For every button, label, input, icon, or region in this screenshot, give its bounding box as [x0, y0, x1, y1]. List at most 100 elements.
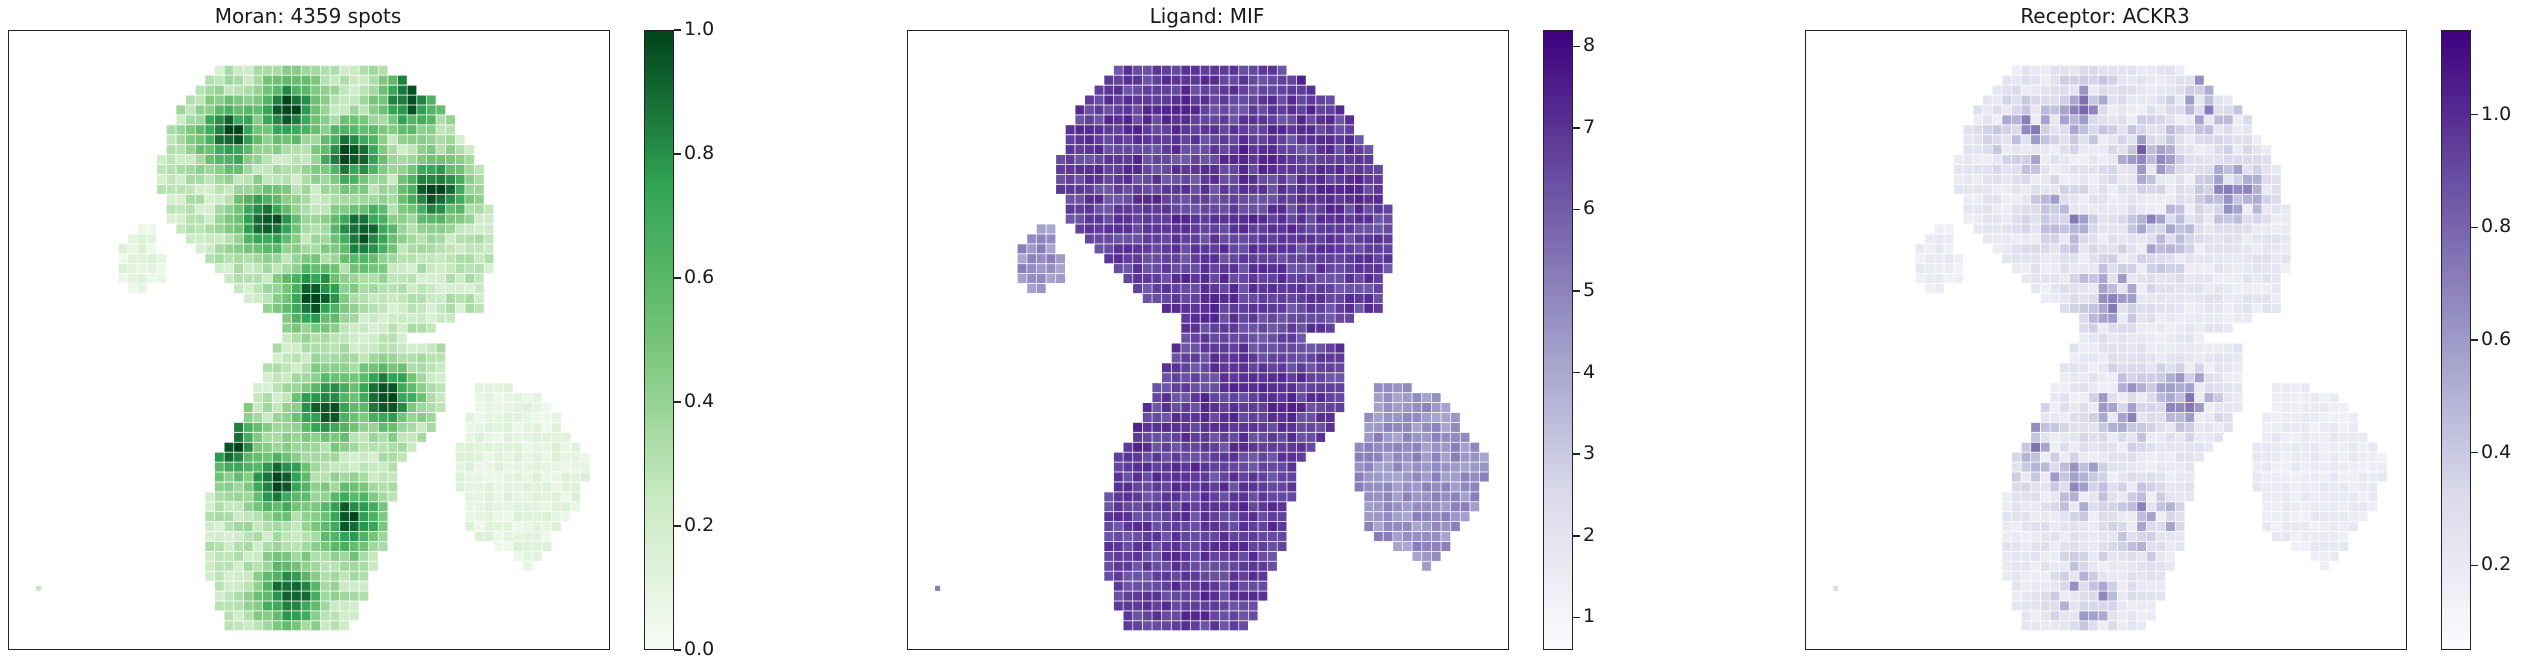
spot [1296, 174, 1306, 184]
spot [1181, 184, 1191, 194]
spot [1142, 621, 1152, 631]
spot [253, 105, 263, 115]
spot [2329, 432, 2339, 442]
spot [1133, 234, 1142, 244]
spot [1210, 234, 1220, 244]
spot [1210, 472, 1220, 482]
spot [369, 95, 378, 105]
spot [1268, 363, 1277, 373]
spot [2271, 284, 2281, 294]
spot [359, 452, 369, 462]
spot [2310, 532, 2320, 542]
spot [561, 472, 571, 482]
spot [234, 95, 243, 105]
spot [1171, 512, 1181, 522]
spot [1094, 125, 1104, 135]
spot [272, 264, 282, 274]
spot [1190, 85, 1200, 95]
spot [1181, 135, 1191, 145]
spot [2079, 174, 2089, 184]
spot [369, 313, 378, 323]
spot [282, 393, 292, 403]
spot [1412, 492, 1422, 502]
spot [378, 422, 388, 432]
spot [291, 333, 301, 343]
spot [1133, 482, 1142, 492]
spot [2031, 452, 2040, 462]
spot [1325, 184, 1335, 194]
spot [2137, 343, 2146, 353]
spot [2175, 135, 2185, 145]
spot [2098, 95, 2108, 105]
spot [1239, 541, 1248, 551]
spot [263, 303, 272, 313]
spot [1258, 383, 1268, 393]
spot [2271, 254, 2281, 264]
spot [1162, 581, 1171, 591]
spot [1104, 551, 1114, 561]
spot [2262, 462, 2272, 472]
spot [253, 184, 263, 194]
spot [1287, 244, 1297, 254]
spot [397, 234, 407, 244]
spot [128, 274, 138, 284]
spot [1219, 522, 1229, 532]
spot [1036, 234, 1046, 244]
spot [2243, 194, 2252, 204]
colorbar-tick-label: 0.2 [2481, 553, 2512, 576]
colorbar-tick-mark [2471, 226, 2478, 229]
spot [291, 621, 301, 631]
spot [484, 412, 494, 422]
spot [1268, 373, 1277, 383]
spot [349, 571, 359, 581]
spot [446, 145, 455, 155]
spot [1944, 254, 1954, 264]
spot [1123, 541, 1133, 551]
spot [1373, 274, 1383, 284]
spot [1104, 244, 1114, 254]
spot [1973, 214, 1983, 224]
spot [2339, 403, 2349, 413]
spot [1210, 65, 1220, 75]
spot [291, 303, 301, 313]
spot [2175, 482, 2185, 492]
spot [282, 591, 292, 601]
spot [2339, 541, 2349, 551]
spot [1027, 244, 1037, 254]
spot [523, 522, 532, 532]
spot [2060, 532, 2069, 542]
spot [272, 522, 282, 532]
spot [214, 125, 224, 135]
spot [2031, 244, 2040, 254]
spot [2329, 403, 2339, 413]
spot [1316, 432, 1326, 442]
colorbar-tick-mark [674, 29, 681, 31]
spot [2166, 293, 2175, 303]
spot [397, 333, 407, 343]
spot [2127, 492, 2137, 502]
spot [243, 581, 253, 591]
spot [2137, 224, 2146, 234]
spot [1181, 155, 1191, 165]
spot [205, 502, 215, 512]
spot [2223, 383, 2233, 393]
spot [436, 353, 446, 363]
spot [1085, 204, 1094, 214]
spot [1268, 284, 1277, 294]
spot [388, 432, 398, 442]
spot [2079, 502, 2089, 512]
spot [340, 522, 349, 532]
spot [446, 224, 455, 234]
spot [340, 303, 349, 313]
spot [2175, 75, 2185, 85]
spot [2021, 194, 2031, 204]
spot [2185, 145, 2195, 155]
spot [1229, 621, 1239, 631]
spot [282, 462, 292, 472]
spot [1075, 214, 1085, 224]
spot [2281, 412, 2291, 422]
spot [2050, 502, 2060, 512]
spot [1412, 412, 1422, 422]
spot [1934, 264, 1944, 274]
spot [1325, 254, 1335, 264]
